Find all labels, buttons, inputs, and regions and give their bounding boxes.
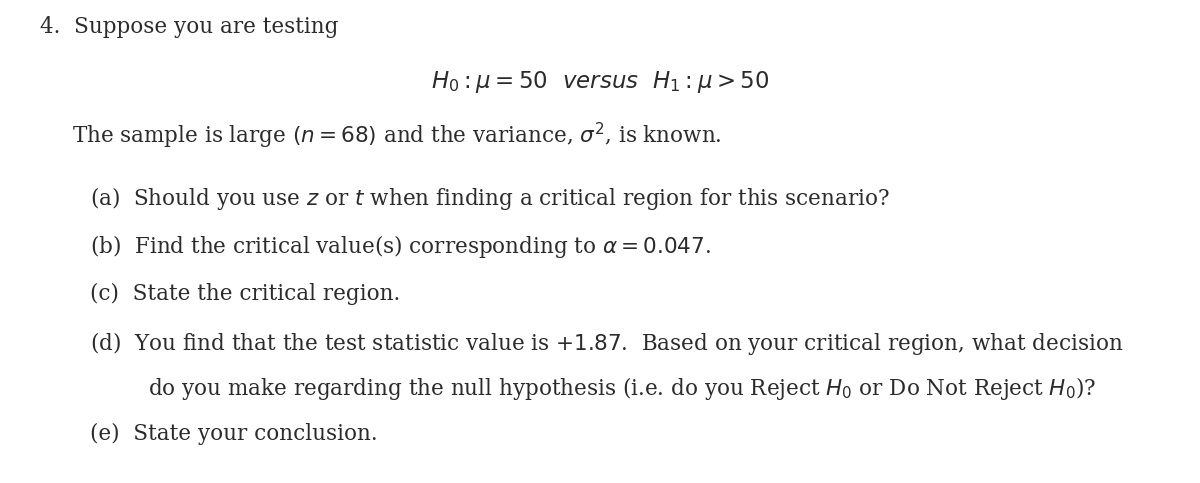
Text: (a)  Should you use $z$ or $t$ when finding a critical region for this scenario?: (a) Should you use $z$ or $t$ when findi… (90, 185, 889, 212)
Text: (c)  State the critical region.: (c) State the critical region. (90, 283, 401, 305)
Text: (e)  State your conclusion.: (e) State your conclusion. (90, 423, 378, 445)
Text: do you make regarding the null hypothesis (i.e. do you Reject $H_0$ or Do Not Re: do you make regarding the null hypothesi… (148, 375, 1097, 402)
Text: $H_0: \mu = 50\ \ \mathit{versus}\ \ H_1: \mu > 50$: $H_0: \mu = 50\ \ \mathit{versus}\ \ H_1… (431, 69, 769, 95)
Text: 4.  Suppose you are testing: 4. Suppose you are testing (40, 16, 338, 38)
Text: (d)  You find that the test statistic value is $+1.87$.  Based on your critical : (d) You find that the test statistic val… (90, 330, 1123, 357)
Text: The sample is large $(n = 68)$ and the variance, $\sigma^2$, is known.: The sample is large $(n = 68)$ and the v… (72, 121, 721, 151)
Text: (b)  Find the critical value(s) corresponding to $\alpha = 0.047$.: (b) Find the critical value(s) correspon… (90, 233, 712, 260)
